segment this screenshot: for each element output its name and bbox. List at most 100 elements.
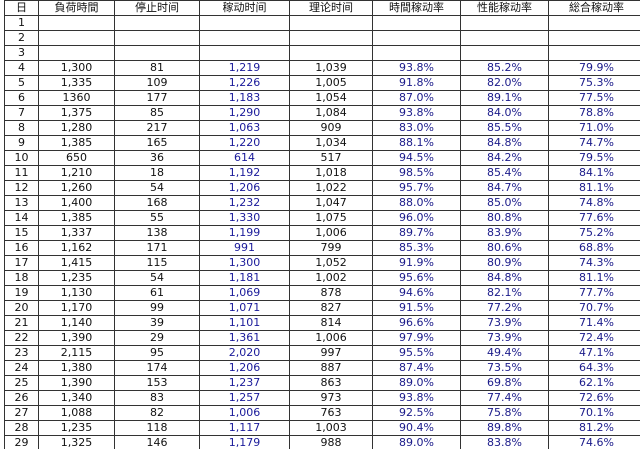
cell-stop-time: 177 [114, 90, 200, 106]
cell-performance-rate: 49.4% [460, 345, 549, 361]
cell-stop-time: 115 [114, 255, 200, 271]
cell-overall-rate: 74.7% [548, 135, 640, 151]
header-load-time: 負荷時間 [38, 0, 115, 16]
bottom-edge [4, 449, 640, 452]
cell-time-availability: 91.9% [372, 255, 461, 271]
table-row: 3 [4, 45, 640, 61]
cell-theoretical-time: 863 [289, 375, 373, 391]
table-row: 19 1,130 61 1,069 878 94.6% 82.1% 77.7% [4, 285, 640, 301]
cell-stop-time: 61 [114, 285, 200, 301]
cell-day: 17 [4, 255, 39, 271]
cell-performance-rate: 82.1% [460, 285, 549, 301]
cell-overall-rate: 64.3% [548, 360, 640, 376]
cell-theoretical-time: 1,018 [289, 165, 373, 181]
cell-operating-time: 1,237 [199, 375, 290, 391]
cell-performance-rate: 82.0% [460, 75, 549, 91]
table-row: 1 [4, 15, 640, 31]
cell-time-availability: 97.9% [372, 330, 461, 346]
cell-stop-time: 174 [114, 360, 200, 376]
cell-performance-rate: 84.8% [460, 135, 549, 151]
cell-time-availability: 87.4% [372, 360, 461, 376]
cell-overall-rate: 70.1% [548, 405, 640, 421]
cell-performance-rate: 85.0% [460, 195, 549, 211]
cell-theoretical-time: 1,005 [289, 75, 373, 91]
table-row: 4 1,300 81 1,219 1,039 93.8% 85.2% 79.9% [4, 60, 640, 76]
cell-time-availability: 88.0% [372, 195, 461, 211]
cell-overall-rate [548, 30, 640, 46]
table-row: 8 1,280 217 1,063 909 83.0% 85.5% 71.0% [4, 120, 640, 136]
cell-load-time: 1,335 [38, 75, 115, 91]
cell-performance-rate [460, 15, 549, 31]
cell-time-availability: 95.6% [372, 270, 461, 286]
cell-performance-rate: 84.0% [460, 105, 549, 121]
cell-performance-rate: 85.2% [460, 60, 549, 76]
table-row: 11 1,210 18 1,192 1,018 98.5% 85.4% 84.1% [4, 165, 640, 181]
cell-performance-rate [460, 45, 549, 61]
cell-load-time [38, 30, 115, 46]
cell-time-availability: 93.8% [372, 60, 461, 76]
table-row: 24 1,380 174 1,206 887 87.4% 73.5% 64.3% [4, 360, 640, 376]
cell-day: 26 [4, 390, 39, 406]
cell-theoretical-time: 988 [289, 435, 373, 451]
cell-theoretical-time: 1,003 [289, 420, 373, 436]
cell-performance-rate: 80.6% [460, 240, 549, 256]
cell-overall-rate: 81.1% [548, 270, 640, 286]
cell-operating-time: 1,206 [199, 360, 290, 376]
cell-performance-rate: 84.2% [460, 150, 549, 166]
cell-performance-rate: 84.7% [460, 180, 549, 196]
cell-stop-time: 138 [114, 225, 200, 241]
cell-stop-time: 18 [114, 165, 200, 181]
cell-day: 11 [4, 165, 39, 181]
cell-performance-rate: 69.8% [460, 375, 549, 391]
cell-performance-rate: 80.9% [460, 255, 549, 271]
table-row: 25 1,390 153 1,237 863 89.0% 69.8% 62.1% [4, 375, 640, 391]
cell-operating-time: 1,257 [199, 390, 290, 406]
table-row: 21 1,140 39 1,101 814 96.6% 73.9% 71.4% [4, 315, 640, 331]
header-time-availability: 時間稼动率 [372, 0, 461, 16]
cell-theoretical-time: 1,047 [289, 195, 373, 211]
cell-load-time: 1,380 [38, 360, 115, 376]
header-performance-rate: 性能稼动率 [460, 0, 549, 16]
operation-rate-table: 日負荷時間 停止时间 稼动时间 理论时间 時間稼动率 性能稼动率 総合稼动率 1 2 3 4 1,3… [4, 0, 640, 452]
cell-overall-rate: 77.5% [548, 90, 640, 106]
cell-stop-time: 171 [114, 240, 200, 256]
cell-overall-rate: 79.5% [548, 150, 640, 166]
cell-theoretical-time: 1,006 [289, 225, 373, 241]
cell-operating-time: 614 [199, 150, 290, 166]
cell-stop-time [114, 45, 200, 61]
cell-performance-rate: 89.1% [460, 90, 549, 106]
table-row: 18 1,235 54 1,181 1,002 95.6% 84.8% 81.1% [4, 270, 640, 286]
cell-operating-time: 1,300 [199, 255, 290, 271]
cell-operating-time: 2,020 [199, 345, 290, 361]
cell-performance-rate: 84.8% [460, 270, 549, 286]
cell-time-availability: 95.5% [372, 345, 461, 361]
cell-time-availability: 95.7% [372, 180, 461, 196]
cell-overall-rate: 77.6% [548, 210, 640, 226]
header-day: 日 [4, 0, 39, 16]
cell-theoretical-time [289, 30, 373, 46]
cell-operating-time: 1,181 [199, 270, 290, 286]
table-row: 17 1,415 115 1,300 1,052 91.9% 80.9% 74.3% [4, 255, 640, 271]
cell-theoretical-time: 887 [289, 360, 373, 376]
table-row: 2 [4, 30, 640, 46]
cell-overall-rate: 72.4% [548, 330, 640, 346]
cell-day: 20 [4, 300, 39, 316]
cell-time-availability: 87.0% [372, 90, 461, 106]
cell-day: 6 [4, 90, 39, 106]
cell-stop-time: 39 [114, 315, 200, 331]
cell-performance-rate: 77.2% [460, 300, 549, 316]
cell-overall-rate [548, 15, 640, 31]
table-row: 16 1,162 171 991 799 85.3% 80.6% 68.8% [4, 240, 640, 256]
cell-operating-time: 1,071 [199, 300, 290, 316]
cell-load-time [38, 45, 115, 61]
cell-load-time: 1,300 [38, 60, 115, 76]
cell-theoretical-time: 517 [289, 150, 373, 166]
table-row: 26 1,340 83 1,257 973 93.8% 77.4% 72.6% [4, 390, 640, 406]
cell-theoretical-time: 1,052 [289, 255, 373, 271]
cell-load-time: 1,375 [38, 105, 115, 121]
cell-overall-rate: 84.1% [548, 165, 640, 181]
cell-load-time: 1,390 [38, 330, 115, 346]
cell-load-time: 1,130 [38, 285, 115, 301]
cell-time-availability: 93.8% [372, 390, 461, 406]
cell-day: 12 [4, 180, 39, 196]
